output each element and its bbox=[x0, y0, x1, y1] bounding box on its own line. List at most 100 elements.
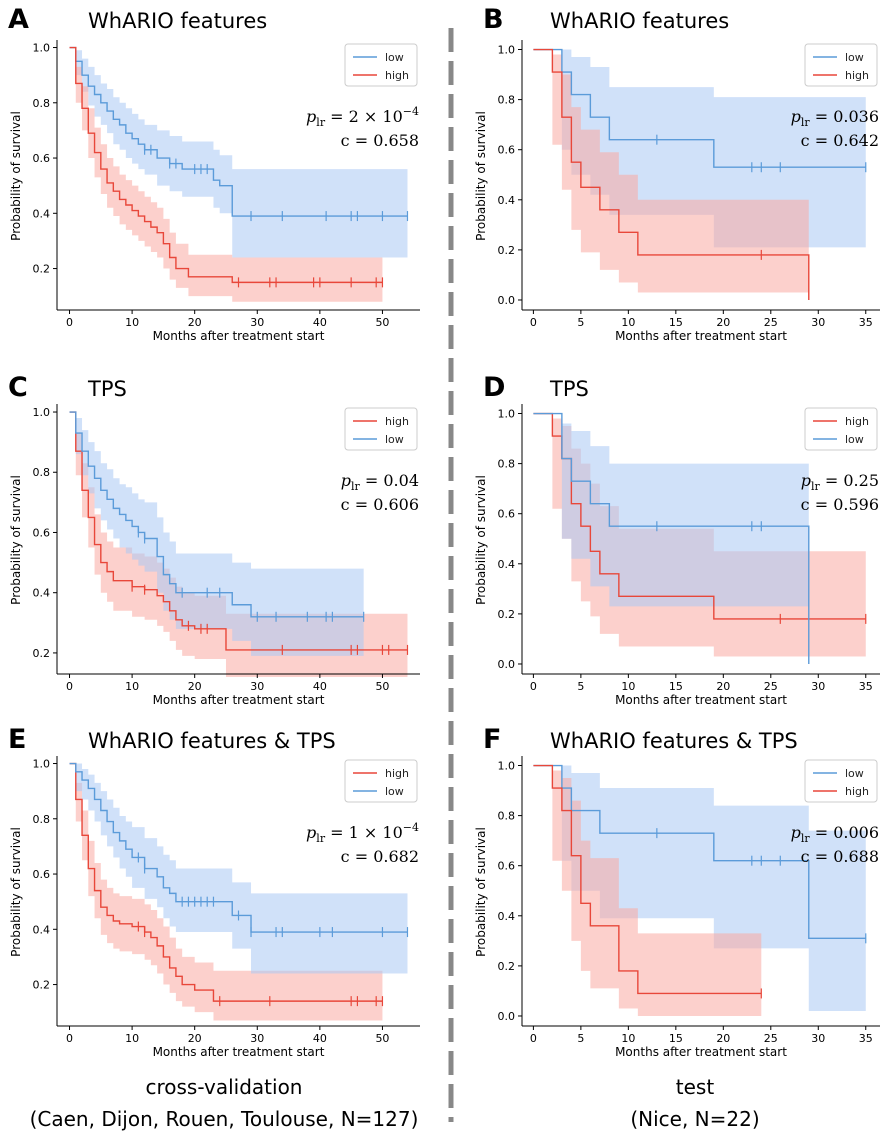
x-tick-label-c: 40 bbox=[313, 680, 327, 693]
x-axis-label-a: Months after treatment start bbox=[153, 329, 325, 343]
y-tick-label-d: 1.0 bbox=[498, 408, 516, 421]
ci-band-high-a bbox=[69, 47, 383, 302]
y-tick-label-e: 1.0 bbox=[33, 758, 51, 771]
ci-band-low-e bbox=[69, 763, 408, 974]
panel-e: E WhARIO features & TPS 0 10 20 30 40 50 0.2 0.4 0… bbox=[8, 724, 420, 1059]
x-tick-label-b: 35 bbox=[859, 316, 873, 329]
legend-label-high-b: high bbox=[845, 69, 869, 82]
x-tick-label-a: 40 bbox=[313, 316, 327, 329]
panel-d: D TPS 0 5 10 15 20 25 30 35 0.0 0.2 0.4 0.6 0.8 1.0 Mont… bbox=[474, 372, 880, 707]
survival-curve-high-a bbox=[69, 46, 383, 284]
x-tick-label-a: 0 bbox=[66, 316, 73, 329]
x-tick-label-f: 10 bbox=[621, 1032, 635, 1045]
y-tick-label-f: 0.6 bbox=[498, 860, 516, 873]
y-tick-label-f: 0.0 bbox=[498, 1010, 516, 1023]
right-column-subcaption: (Nice, N=22) bbox=[630, 1107, 759, 1131]
y-tick-label-e: 0.6 bbox=[33, 868, 51, 881]
legend-label-high-c: high bbox=[385, 415, 409, 428]
y-tick-label-a: 0.4 bbox=[33, 207, 51, 220]
panel-title-e: WhARIO features & TPS bbox=[88, 729, 336, 753]
x-tick-label-e: 50 bbox=[375, 1032, 389, 1045]
x-tick-label-c: 20 bbox=[188, 680, 202, 693]
x-tick-label-d: 15 bbox=[669, 680, 683, 693]
panel-b: B WhARIO features 0 5 10 15 20 25 30 35 0.0 0.2 0.4 0… bbox=[474, 4, 880, 343]
panel-letter-a: A bbox=[8, 4, 29, 35]
y-tick-label-a: 0.2 bbox=[33, 263, 51, 276]
left-column-caption: cross-validation bbox=[145, 1075, 302, 1099]
y-tick-label-e: 0.8 bbox=[33, 813, 51, 826]
y-tick-label-d: 0.8 bbox=[498, 458, 516, 471]
x-tick-label-f: 25 bbox=[764, 1032, 778, 1045]
y-tick-label-f: 0.8 bbox=[498, 810, 516, 823]
legend-label-low-d: low bbox=[845, 433, 864, 446]
survival-curve-low-b bbox=[533, 48, 866, 168]
panel-c: C TPS 0 10 20 30 40 50 0.2 0.4 0.6 0.8 1.0 Months aft… bbox=[8, 372, 420, 707]
survival-curve-low-e bbox=[69, 762, 408, 933]
y-tick-label-b: 0.8 bbox=[498, 94, 516, 107]
x-tick-label-e: 0 bbox=[66, 1032, 73, 1045]
legend-label-low-f: low bbox=[845, 767, 864, 780]
y-tick-label-e: 0.4 bbox=[33, 923, 51, 936]
ci-band-high-e bbox=[69, 763, 383, 1021]
panel-letter-e: E bbox=[8, 724, 26, 755]
x-tick-label-d: 30 bbox=[811, 680, 825, 693]
x-tick-label-c: 50 bbox=[375, 680, 389, 693]
c-index-e: c = 0.682 bbox=[341, 847, 419, 866]
y-tick-label-d: 0.2 bbox=[498, 608, 516, 621]
x-axis-label-e: Months after treatment start bbox=[153, 1045, 325, 1059]
panel-letter-b: B bbox=[483, 4, 504, 35]
y-tick-label-b: 0.6 bbox=[498, 144, 516, 157]
survival-curve-high-f bbox=[533, 764, 762, 995]
legend-label-high-f: high bbox=[845, 785, 869, 798]
ci-band-low-a bbox=[69, 47, 408, 258]
x-axis-label-b: Months after treatment start bbox=[615, 329, 787, 343]
x-tick-label-b: 25 bbox=[764, 316, 778, 329]
ci-band-high-b bbox=[533, 49, 809, 300]
y-tick-label-d: 0.0 bbox=[498, 658, 516, 671]
y-tick-label-d: 0.4 bbox=[498, 558, 516, 571]
ci-band-high-f bbox=[533, 765, 762, 1016]
x-tick-label-e: 10 bbox=[125, 1032, 139, 1045]
y-tick-label-a: 0.8 bbox=[33, 97, 51, 110]
panel-title-f: WhARIO features & TPS bbox=[550, 729, 798, 753]
x-tick-label-f: 35 bbox=[859, 1032, 873, 1045]
y-tick-label-a: 0.6 bbox=[33, 152, 51, 165]
y-tick-label-f: 0.4 bbox=[498, 910, 516, 923]
panel-title-a: WhARIO features bbox=[88, 9, 267, 33]
legend-label-low-b: low bbox=[845, 51, 864, 64]
x-tick-label-d: 0 bbox=[530, 680, 537, 693]
left-column-subcaption: (Caen, Dijon, Rouen, Toulouse, N=127) bbox=[30, 1107, 419, 1131]
y-tick-label-c: 0.8 bbox=[33, 466, 51, 479]
y-tick-label-c: 1.0 bbox=[33, 406, 51, 419]
panel-title-d: TPS bbox=[549, 377, 589, 401]
x-tick-label-b: 15 bbox=[669, 316, 683, 329]
x-tick-label-a: 50 bbox=[375, 316, 389, 329]
x-tick-label-f: 15 bbox=[669, 1032, 683, 1045]
legend-label-high-d: high bbox=[845, 415, 869, 428]
x-tick-label-d: 5 bbox=[577, 680, 584, 693]
c-index-a: c = 0.658 bbox=[341, 131, 419, 150]
x-tick-label-b: 0 bbox=[530, 316, 537, 329]
x-tick-label-a: 20 bbox=[188, 316, 202, 329]
logrank-p-f: plr = 0.006 bbox=[791, 823, 879, 845]
ci-band-low-d bbox=[533, 413, 809, 664]
x-tick-label-d: 35 bbox=[859, 680, 873, 693]
x-tick-label-f: 20 bbox=[716, 1032, 730, 1045]
x-axis-label-d: Months after treatment start bbox=[615, 693, 787, 707]
y-axis-label-c: Probability of survival bbox=[9, 475, 23, 605]
logrank-p-e: plr = 1 × 10−4 bbox=[306, 821, 419, 845]
legend-label-high-a: high bbox=[385, 69, 409, 82]
x-tick-label-d: 10 bbox=[621, 680, 635, 693]
x-tick-label-b: 30 bbox=[811, 316, 825, 329]
x-tick-label-f: 0 bbox=[530, 1032, 537, 1045]
y-tick-label-c: 0.6 bbox=[33, 526, 51, 539]
y-tick-label-f: 1.0 bbox=[498, 760, 516, 773]
x-tick-label-a: 30 bbox=[250, 316, 264, 329]
x-tick-label-f: 5 bbox=[577, 1032, 584, 1045]
y-tick-label-b: 0.4 bbox=[498, 194, 516, 207]
legend-label-low-a: low bbox=[385, 51, 404, 64]
survival-curve-high-b bbox=[533, 48, 810, 300]
legend-b: low high bbox=[804, 43, 878, 87]
